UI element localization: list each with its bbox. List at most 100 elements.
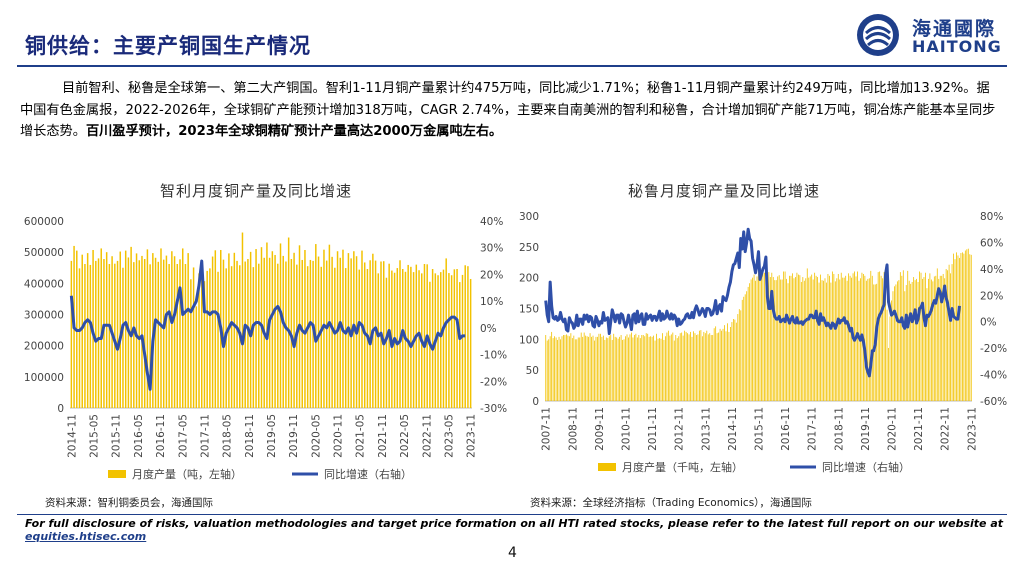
peru-bar [663,339,665,401]
peru-bar [845,275,847,401]
peru-right-tick-label: 80% [980,211,1003,223]
chile-bar [135,253,138,408]
chile-bar [225,268,227,408]
peru-bar [555,337,557,401]
chile-bar [176,264,179,408]
peru-bar [908,280,910,401]
peru-bar [545,335,547,401]
chile-right-tick-label: 20% [480,269,503,281]
peru-bar [960,253,962,401]
chile-x-tick-label: 2021-05 [355,414,367,458]
peru-bar [861,272,863,401]
peru-bar [586,336,588,401]
peru-bar [837,273,839,401]
peru-bar [560,339,561,401]
peru-bar [970,254,972,401]
chile-bar [143,259,146,408]
chile-bar [181,248,184,408]
peru-bar [961,252,963,401]
peru-bar [858,280,860,401]
peru-bar [933,276,935,401]
chile-right-tick-label: 0% [480,323,497,335]
chile-x-tick-label: 2021-11 [377,414,389,458]
peru-bar [645,333,647,401]
chile-bar [317,256,320,408]
peru-bar [707,334,709,401]
chile-bar [290,259,293,408]
chile-bar [410,266,412,408]
peru-bar [710,335,712,401]
peru-bar [551,331,553,401]
chile-bar [388,263,390,408]
chile-left-tick-label: 300000 [24,310,64,322]
peru-bar [650,336,652,401]
peru-bar [673,340,675,401]
chile-bar [86,253,89,408]
peru-bar [566,334,567,401]
peru-bar [700,330,702,401]
peru-bar [831,271,833,401]
peru-bar [898,280,900,401]
peru-bar [820,274,821,401]
summary-text: 目前智利、秘鲁是全球第一、第二大产铜国。智利1-11月铜产量累计约475万吨，同… [20,81,996,139]
chile-bar [306,266,309,408]
disclosure-text: For full disclosure of risks, valuation … [25,517,1024,543]
peru-bar [675,335,677,401]
peru-left-tick-label: 200 [519,273,539,285]
peru-bar [682,335,684,401]
peru-bar [919,271,920,401]
peru-right-tick-label: 60% [980,237,1003,249]
chile-bar [233,252,236,408]
peru-bar [647,333,649,401]
chile-bar [301,259,303,408]
page-title: 铜供给：主要产铜国生产情况 [25,33,311,58]
peru-bar [789,275,790,401]
peru-bar [839,279,841,401]
peru-legend-line-label: 同比增速（右轴） [822,460,910,474]
peru-bar [703,331,705,401]
peru-bar [935,275,937,401]
peru-bar [823,280,824,401]
peru-bar [617,338,619,401]
peru-bar [721,330,722,401]
peru-bar [784,271,786,401]
peru-bar [950,273,951,401]
peru-bar [806,268,808,401]
peru-bar [817,277,818,401]
peru-bar [591,336,592,401]
peru-bar [873,284,875,401]
peru-bar [709,333,711,401]
peru-bar [929,273,931,401]
peru-bar [688,334,690,401]
peru-bar [922,278,923,401]
chile-left-tick-label: 500000 [24,247,64,259]
peru-bar [956,252,957,401]
peru-bar [954,259,956,401]
peru-bar [889,316,891,401]
peru-bar [712,335,714,401]
chile-x-tick-label: 2016-11 [155,414,167,458]
chile-bar [249,251,252,408]
peru-bar [824,278,826,401]
haitong-logo [857,14,899,56]
website-link[interactable]: equities.htisec.com [25,530,147,543]
peru-left-tick-label: 50 [526,365,539,377]
peru-bar [564,335,566,401]
peru-bar [552,338,554,401]
peru-bar [660,338,662,401]
peru-chart-title: 秘鲁月度铜产量及同比增速 [628,182,821,200]
chile-bar [396,268,399,408]
peru-x-tick-label: 2015-11 [754,407,766,451]
page-number: 4 [508,545,517,561]
peru-bar [926,288,928,401]
peru-bar [631,332,632,401]
chile-bar [200,272,203,408]
peru-bar [892,291,894,401]
chile-bar [312,260,314,408]
peru-bar [953,253,954,401]
peru-bar [685,331,687,401]
chile-bar [228,253,230,408]
peru-bar [715,326,717,401]
peru-bar [868,278,870,401]
chile-bar [122,267,124,408]
